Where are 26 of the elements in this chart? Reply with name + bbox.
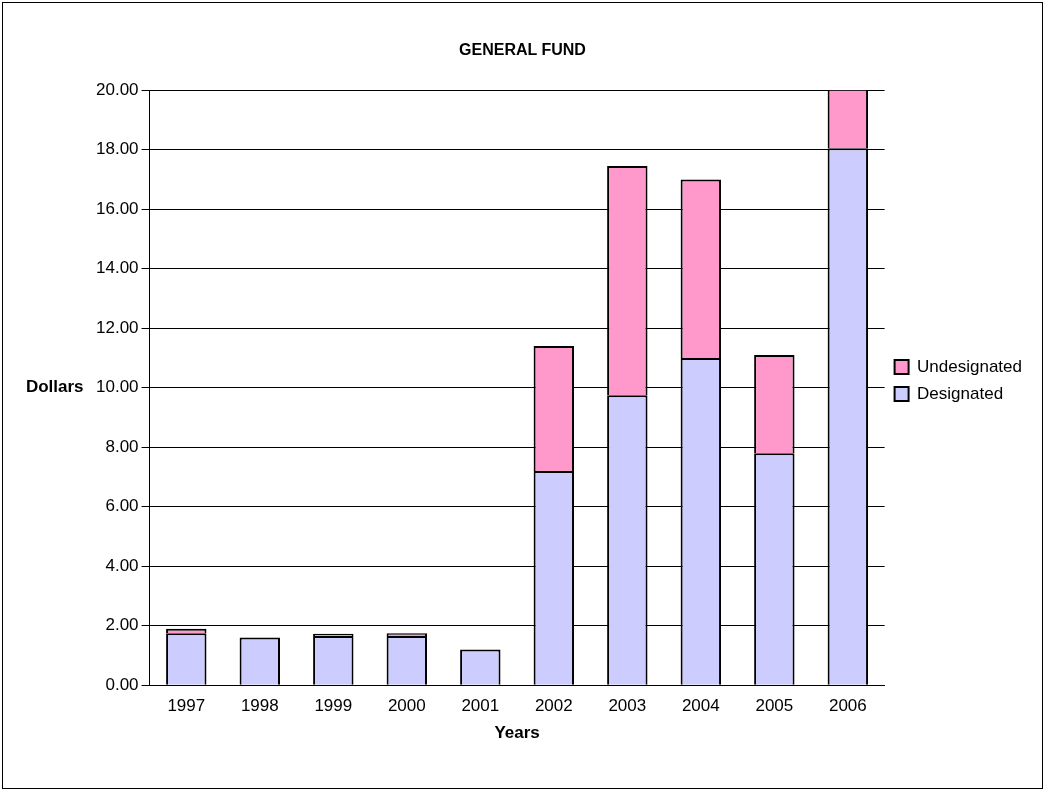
y-tick-label: 12.00: [95, 317, 139, 337]
legend-label: Designated: [917, 383, 1004, 403]
x-tick-label: 2000: [387, 696, 426, 716]
chart-title: GENERAL FUND: [459, 41, 586, 59]
y-axis-title: Dollars: [25, 377, 84, 397]
x-tick-label: 2003: [608, 696, 647, 716]
x-tick-label: 2006: [828, 696, 867, 716]
y-tick-label: 8.00: [105, 436, 139, 456]
x-axis-title: Years: [494, 723, 540, 743]
x-tick-label: 2004: [681, 696, 720, 716]
x-tick-label: 1999: [314, 696, 353, 716]
y-tick-label: 16.00: [95, 198, 139, 218]
y-tick-label: 20.00: [95, 79, 139, 99]
x-tick-label: 1997: [167, 696, 206, 716]
y-tick-label: 6.00: [105, 496, 139, 516]
y-tick-label: 18.00: [95, 139, 139, 159]
x-tick-label: 2001: [461, 696, 500, 716]
y-tick-label: 10.00: [95, 377, 139, 397]
y-tick-label: 4.00: [105, 555, 139, 575]
legend-label: Undesignated: [917, 356, 1023, 376]
y-tick-label: 0.00: [105, 674, 139, 694]
x-tick-label: 2002: [534, 696, 573, 716]
y-tick-label: 14.00: [95, 258, 139, 278]
x-tick-label: 2005: [755, 696, 794, 716]
y-tick-label: 2.00: [105, 615, 139, 635]
x-tick-label: 1998: [240, 696, 279, 716]
